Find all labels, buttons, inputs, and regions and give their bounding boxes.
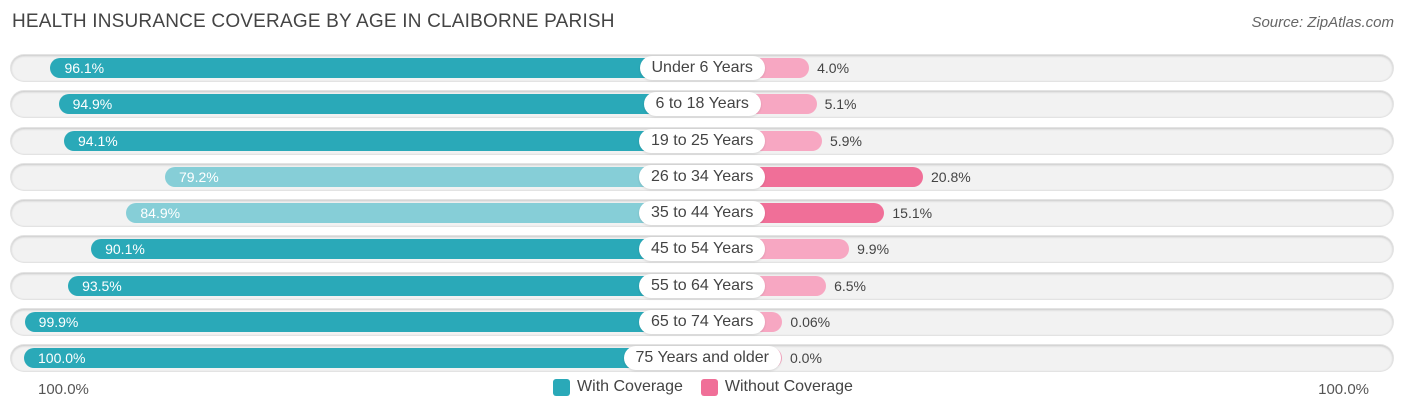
legend-swatch-with-coverage [553,378,571,396]
bar-with-coverage-45-to-54-years [91,239,702,260]
value-with-coverage-55-to-64-years: 93.5% [82,277,122,294]
category-label-65-to-74-years: 65 to 74 Years [639,309,766,334]
value-with-coverage-45-to-54-years: 90.1% [105,241,145,258]
value-with-coverage-75-years-and-older: 100.0% [38,350,86,366]
legend-label-with-coverage: With Coverage [577,378,683,395]
source-credit: Source: ZipAtlas.com [1251,14,1394,31]
bar-with-coverage-55-to-64-years [68,275,702,296]
bar-with-coverage-35-to-44-years [126,203,702,223]
bar-with-coverage-26-to-34-years [165,166,702,187]
value-without-coverage-35-to-44-years: 15.1% [892,205,933,221]
bar-with-coverage-19-to-25-years [64,130,702,151]
category-label-75-years-and-older: 75 Years and older [623,346,781,370]
bar-with-coverage-6-to-18-years [58,94,702,115]
value-without-coverage-26-to-34-years: 20.8% [931,168,971,185]
value-without-coverage-under-6-years: 4.0% [817,60,850,76]
category-label-6-to-18-years: 6 to 18 Years [643,92,761,117]
category-label-26-to-34-years: 26 to 34 Years [639,164,766,189]
bar-with-coverage-75-years-and-older [24,348,702,368]
value-with-coverage-6-to-18-years: 94.9% [72,96,113,113]
value-without-coverage-65-to-74-years: 0.06% [790,313,831,330]
bar-with-coverage-65-to-74-years [24,311,702,332]
chart-title: HEALTH INSURANCE COVERAGE BY AGE IN CLAI… [12,11,615,32]
category-label-19-to-25-years: 19 to 25 Years [639,128,766,153]
value-with-coverage-35-to-44-years: 84.9% [140,205,181,221]
value-with-coverage-26-to-34-years: 79.2% [179,168,219,185]
legend-swatch-without-coverage [700,378,718,396]
value-with-coverage-19-to-25-years: 94.1% [78,132,118,149]
category-label-under-6-years: Under 6 Years [639,56,765,80]
axis-right-label: 100.0% [1318,381,1369,398]
legend-item-with-coverage: With Coverage [553,378,683,396]
axis-left-label: 100.0% [38,381,89,398]
value-with-coverage-65-to-74-years: 99.9% [38,313,79,330]
legend: With Coverage Without Coverage [0,378,1406,396]
category-label-55-to-64-years: 55 to 64 Years [639,273,766,298]
category-label-45-to-54-years: 45 to 54 Years [639,237,766,262]
value-without-coverage-45-to-54-years: 9.9% [857,241,890,258]
value-with-coverage-under-6-years: 96.1% [64,60,105,76]
value-without-coverage-19-to-25-years: 5.9% [830,132,862,149]
value-without-coverage-6-to-18-years: 5.1% [824,96,857,113]
bar-with-coverage-under-6-years [50,58,702,78]
value-without-coverage-75-years-and-older: 0.0% [790,350,822,366]
legend-item-without-coverage: Without Coverage [700,378,853,396]
value-without-coverage-55-to-64-years: 6.5% [834,277,866,294]
legend-label-without-coverage: Without Coverage [724,378,853,395]
category-label-35-to-44-years: 35 to 44 Years [639,201,766,225]
